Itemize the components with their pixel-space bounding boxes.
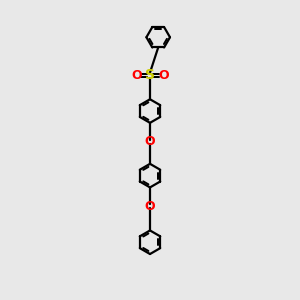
Text: O: O — [158, 69, 169, 82]
Text: S: S — [145, 68, 155, 82]
Text: O: O — [131, 69, 142, 82]
Text: O: O — [145, 200, 155, 213]
Text: O: O — [145, 135, 155, 148]
